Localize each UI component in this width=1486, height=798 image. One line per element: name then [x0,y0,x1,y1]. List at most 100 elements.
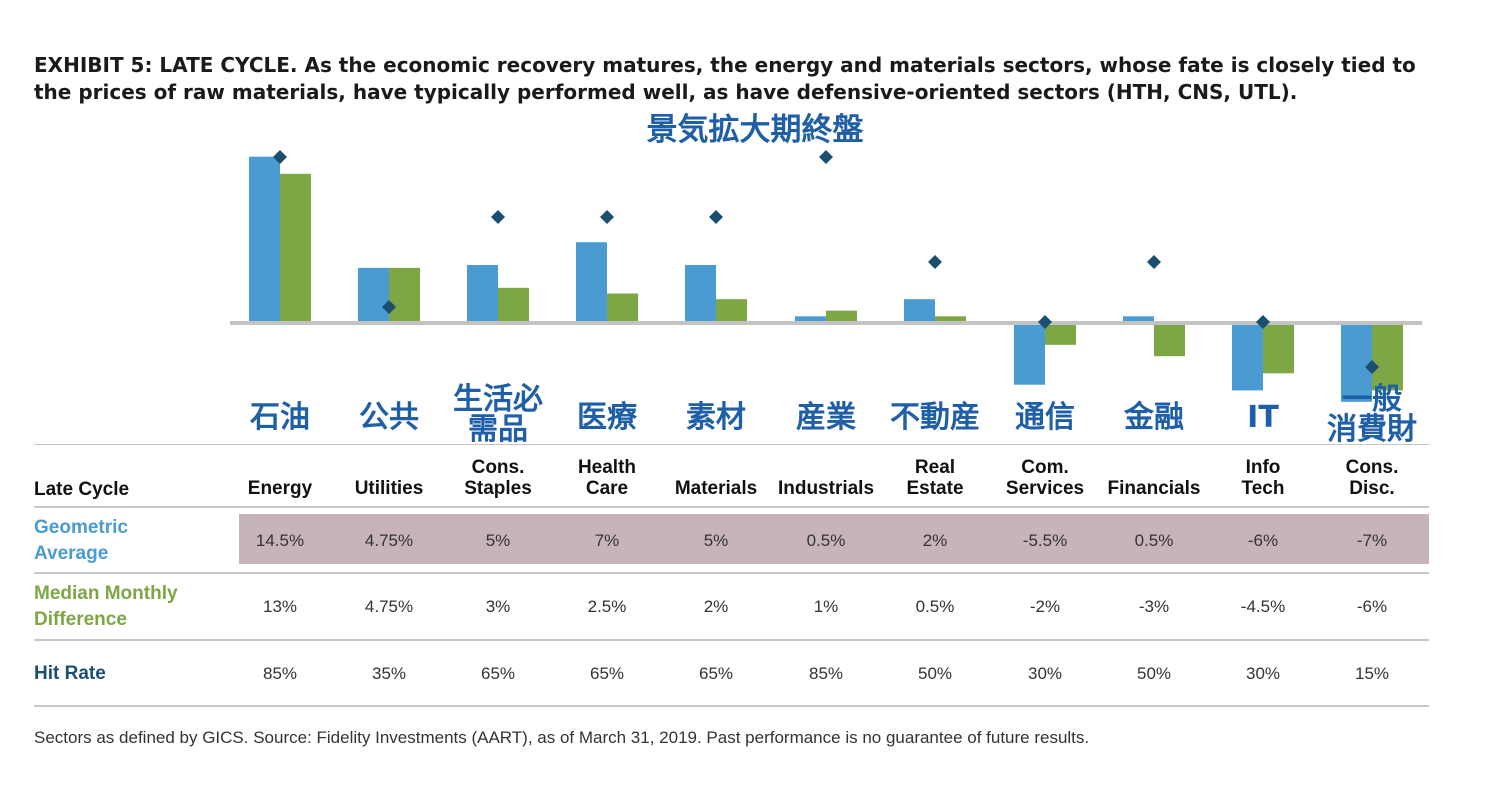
table-cell: -6% [1247,531,1279,550]
jp-label-line: 通信 [1015,400,1075,435]
geometric-average-bar-info-tech [1232,322,1263,391]
hit-rate-marker-health-care [600,210,614,224]
table-cell: -7% [1356,531,1388,550]
column-header: Real Estate [880,457,990,499]
column-header: Materials [661,478,771,499]
hit-rate-marker-com-services [1038,315,1052,329]
table-cell: 3% [485,597,511,616]
table-cell: 2% [922,531,948,550]
column-header: Financials [1099,478,1209,499]
table-cell: 1% [813,597,839,616]
column-header-line: Tech [1241,478,1285,499]
geometric-average-bar-materials [685,265,716,322]
table-cell: 5% [485,531,511,550]
table-cell: 50% [1136,664,1172,683]
column-header-line: Materials [674,478,758,499]
jp-label-line: 金融 [1124,400,1184,435]
row-divider-2 [34,639,1429,641]
chart-title: EXHIBIT 5: LATE CYCLE. As the economic r… [34,53,1416,104]
table-cell: 2.5% [587,597,627,616]
row-divider-3 [34,705,1429,707]
table-cell: 0.5% [915,597,955,616]
jp-label-line: 医療 [577,400,637,435]
column-header: Info Tech [1208,457,1318,499]
median-difference-bar-health-care [607,293,638,322]
column-header-line: Financials [1107,478,1201,499]
column-header-line: Energy [247,478,313,499]
median-difference-bar-utilities [389,267,420,322]
jp-label-1: 石油 [220,403,340,433]
geometric-average-bar-utilities [358,267,389,322]
bar-chart [230,150,1422,402]
geometric-average-bar-financials [1123,316,1154,322]
table-cell: 0.5% [1134,531,1174,550]
median-difference-bar-financials [1154,322,1185,357]
jp-label-4: 医療 [547,403,667,433]
late-cycle-header: Late Cycle [34,479,130,500]
jp-label-line: 公共 [359,400,419,435]
jp-label-2: 公共 [329,403,449,433]
jp-label-11: 一般 消費財 [1312,385,1432,445]
hit-rate-marker-cons-staples [491,210,505,224]
hit-rate-marker-real-estate [928,255,942,269]
column-header-line: Care [585,478,629,499]
geometric-average-bar-industrials [795,316,826,322]
jp-label-5: 素材 [656,403,776,433]
column-header-line: Com. [1021,457,1069,478]
column-header: Utilities [334,478,444,499]
hit-rate-marker-info-tech [1256,315,1270,329]
column-header-line: Estate [906,478,964,499]
column-header: Cons. Disc. [1317,457,1427,499]
column-header-line: Health [577,457,637,478]
jp-label-line: IT [1247,400,1279,435]
jp-label-line: 石油 [250,400,310,435]
column-header: Energy [225,478,335,499]
table-cell: 2% [703,597,729,616]
column-header: Health Care [552,457,662,499]
column-header-line: Utilities [354,478,424,499]
row-divider-1 [34,572,1429,574]
column-header-line: Cons. [1345,457,1399,478]
table-cell: 14.5% [255,531,305,550]
table-cell: 4.75% [364,597,414,616]
median-difference-bar-com-services [1045,322,1076,345]
table-cell: 30% [1245,664,1281,683]
median-difference-bar-energy [280,173,311,322]
column-header: Industrials [771,478,881,499]
table-cell: 7% [594,531,620,550]
hit-rate-marker-financials [1147,255,1161,269]
table-cell: 50% [917,664,953,683]
table-cell: 35% [371,664,407,683]
geometric-average-bar-cons-disc [1341,322,1372,402]
jp-label-line: 消費財 [1327,412,1417,447]
column-header-line: Industrials [777,478,875,499]
table-cell: 30% [1027,664,1063,683]
jp-label-3: 生活必 需品 [438,385,558,445]
table-cell: -2% [1029,597,1061,616]
jp-label-7: 不動産 [875,403,995,433]
median-difference-bar-cons-staples [498,287,529,322]
hit-rate-marker-utilities [382,300,396,314]
hit-rate-label: Hit Rate [34,663,106,684]
column-header-line: Staples [464,478,532,499]
median-difference-bar-real-estate [935,316,966,322]
table-cell: 65% [589,664,625,683]
column-header: Com. Services [990,457,1100,499]
column-header-line: Info [1245,457,1281,478]
median-difference-bar-industrials [826,310,857,322]
header-divider [34,506,1429,508]
table-cell: 85% [262,664,298,683]
footnote: Sectors as defined by GICS. Source: Fide… [34,728,1090,747]
geometric-average-bar-cons-staples [467,265,498,322]
table-cell: -4.5% [1240,597,1286,616]
hit-rate-marker-energy [273,150,287,164]
jp-label-line: 需品 [468,412,528,447]
jp-label-line: 一般 [1342,382,1402,417]
jp-label-8: 通信 [985,403,1105,433]
jp-label-line: 生活必 [453,382,543,417]
table-cell: 15% [1354,664,1390,683]
table-cell: -3% [1138,597,1170,616]
geometric-average-label: Geometric Average [34,517,128,564]
table-cell: -5.5% [1022,531,1068,550]
jp-label-6: 産業 [766,403,886,433]
